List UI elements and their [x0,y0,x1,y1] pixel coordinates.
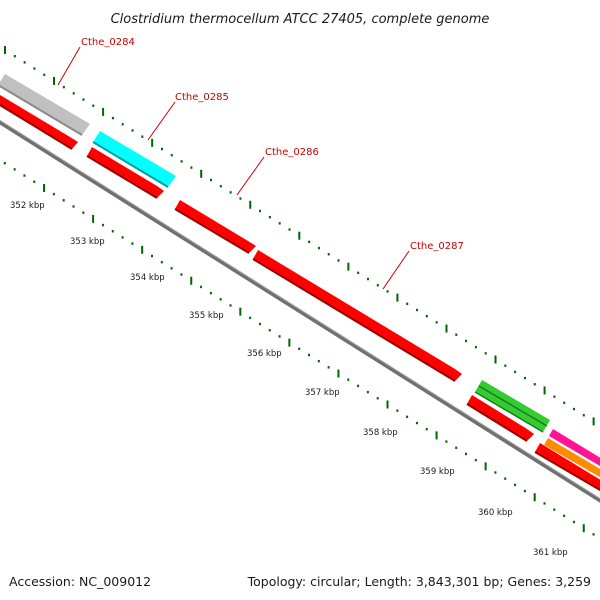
gene-label-cthe-0287[interactable]: Cthe_0287 [410,241,464,252]
gene-arrow-reverse[interactable] [253,250,462,381]
gene-label-cthe-0285[interactable]: Cthe_0285 [175,92,229,103]
gene-label-cthe-0284[interactable]: Cthe_0284 [81,37,135,48]
scale-ticks [3,161,595,536]
gene-arrow-cthe-0285[interactable] [93,131,176,187]
position-label: 352 kbp [10,201,45,211]
position-label: 353 kbp [70,237,105,247]
label-leaders [57,46,410,290]
leader-cthe-0285 [147,101,176,141]
gene-arrow-magenta[interactable] [549,429,600,473]
gene-label-cthe-0286[interactable]: Cthe_0286 [265,147,319,158]
gene-shading [92,141,169,188]
position-labels: 352 kbp 353 kbp 354 kbp 355 kbp 356 kbp … [10,201,568,558]
gene-arrow-reverse[interactable] [175,200,256,253]
gene-shading [474,385,548,433]
position-label: 361 kbp [533,548,568,558]
map-title: Clostridium thermocellum ATCC 27405, com… [111,12,490,27]
genome-track: Cthe_0284 Cthe_0285 Cthe_0286 Cthe_0287 … [0,37,600,558]
position-label: 356 kbp [247,349,282,359]
genome-backbone-highlight [0,119,600,500]
position-label: 359 kbp [420,467,455,477]
gene-arrow-orange[interactable] [544,438,600,484]
gene-arrow-reverse[interactable] [0,92,78,149]
forward-strand-ticks [4,46,595,426]
accession-text: Accession: NC_009012 [9,574,151,589]
genome-summary-text: Topology: circular; Length: 3,843,301 bp… [247,574,591,589]
gene-arrow-reverse[interactable] [535,443,600,497]
gene-shading [0,103,600,492]
position-label: 360 kbp [478,508,513,518]
position-label: 357 kbp [305,388,340,398]
gene-arrow-reverse[interactable] [87,147,164,198]
gene-shading [0,85,83,136]
reverse-strand-genes [0,92,600,497]
position-label: 358 kbp [363,428,398,438]
forward-strand-genes [0,74,600,484]
gene-arrow-cthe-0284[interactable] [0,74,90,135]
genome-backbone [0,119,600,503]
position-label: 355 kbp [189,311,224,321]
leader-cthe-0287 [382,250,410,290]
position-label: 354 kbp [130,273,165,283]
leader-cthe-0286 [236,156,265,196]
gene-arrow-reverse[interactable] [467,395,534,441]
leader-cthe-0284 [57,46,81,86]
